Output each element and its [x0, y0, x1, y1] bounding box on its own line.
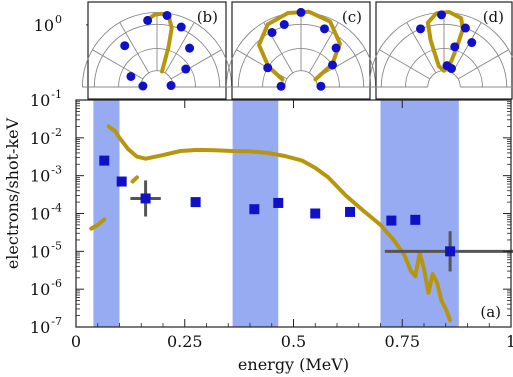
inset-point-1 — [276, 81, 286, 91]
inset-point-2 — [436, 10, 446, 20]
data-point-2 — [116, 176, 127, 187]
data-point-9 — [386, 215, 397, 226]
polar-spoke — [457, 49, 509, 80]
inset-point-5 — [296, 7, 306, 17]
curve-segment-1 — [89, 217, 107, 231]
shaded-band-1 — [93, 100, 120, 327]
polar-spoke — [451, 22, 482, 74]
inset-point-4 — [467, 38, 477, 48]
y-tick-label: 10-1 — [30, 88, 62, 110]
inset-y-axis: 100 — [34, 13, 92, 35]
x-tick-label: 1 — [506, 332, 513, 351]
inset-point-2 — [263, 63, 273, 73]
x-axis: 0 0.25 0.5 0.75 1 — [71, 100, 513, 351]
y-axis: 10-7 10-6 10-5 10-4 10-3 10-2 10-1 — [30, 88, 511, 337]
shaded-bands — [93, 100, 459, 327]
data-point-10 — [410, 214, 421, 225]
insets: (b) (c) (d) — [81, 1, 513, 100]
polar-spoke — [379, 49, 431, 80]
inset-point-6 — [320, 24, 330, 34]
data-point-3 — [140, 193, 151, 204]
panel-label-a: (a) — [480, 303, 501, 321]
inset-point-1 — [138, 81, 148, 91]
curve-segment-3 — [106, 124, 453, 323]
inset-point-3 — [120, 41, 130, 51]
shaded-band-3 — [380, 100, 459, 327]
data-point-11 — [445, 246, 456, 257]
inset-label: (c) — [342, 8, 362, 26]
data-series — [89, 124, 513, 323]
data-point-1 — [99, 155, 110, 166]
x-tick-label: 0.5 — [281, 332, 306, 351]
inset-point-4 — [143, 15, 153, 25]
inset-point-8 — [181, 64, 191, 74]
data-point-4 — [190, 197, 201, 208]
y-tick-label: 10-2 — [30, 126, 62, 148]
y-tick-label: 10-5 — [30, 239, 62, 261]
y-tick-label: 10-4 — [30, 202, 62, 224]
inset-d: (d) — [368, 1, 513, 100]
inset-point-7 — [185, 43, 195, 53]
x-tick-label: 0 — [71, 332, 81, 351]
inset-point-8 — [327, 60, 337, 70]
inset-point-7 — [331, 43, 341, 53]
polar-spoke — [170, 49, 222, 80]
inset-point-3 — [267, 28, 277, 38]
inset-point-3 — [460, 23, 470, 33]
inset-point-7 — [446, 64, 456, 74]
y-tick-label: 100 — [34, 13, 62, 35]
y-tick-label: 10-3 — [30, 164, 62, 186]
inset-point-9 — [316, 81, 326, 91]
polar-spoke — [164, 22, 195, 74]
inset-point-1 — [415, 24, 425, 34]
data-point-8 — [345, 206, 356, 217]
polar-spoke — [406, 22, 437, 74]
y-tick-label: 10-7 — [30, 315, 62, 337]
inset-label: (b) — [197, 8, 218, 26]
data-point-6 — [273, 197, 284, 208]
inset-point-9 — [166, 81, 176, 91]
inset-point-6 — [176, 22, 186, 32]
data-point-5 — [249, 204, 260, 215]
inset-c: (c) — [225, 1, 377, 100]
polar-spoke — [119, 22, 150, 74]
x-tick-label: 0.25 — [167, 332, 203, 351]
inset-point-5 — [162, 10, 172, 20]
inset-label: (d) — [483, 8, 504, 26]
x-axis-title: energy (MeV) — [238, 355, 349, 374]
inset-point-5 — [450, 42, 460, 52]
y-axis-title: electrons/shot-keV — [3, 117, 22, 269]
x-tick-label: 0.75 — [384, 332, 420, 351]
curve-segment-2 — [130, 175, 139, 184]
inset-b: (b) — [81, 1, 233, 100]
data-point-7 — [310, 208, 321, 219]
inset-point-2 — [126, 71, 136, 81]
inset-point-4 — [279, 20, 289, 30]
y-tick-label: 10-6 — [30, 277, 62, 299]
